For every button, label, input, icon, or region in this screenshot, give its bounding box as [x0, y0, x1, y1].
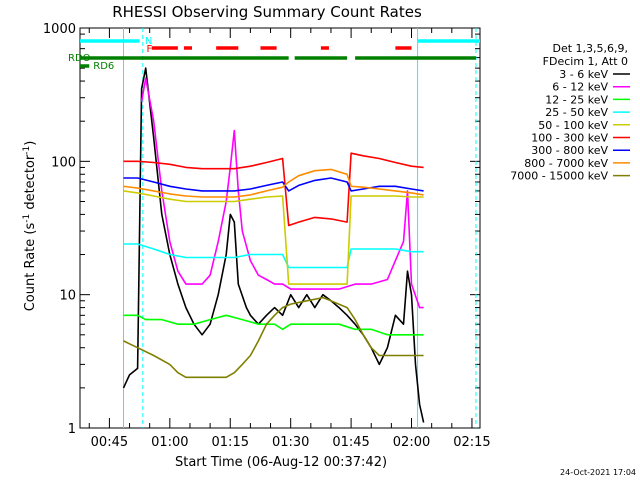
y-axis-label: Count Rate (s-1 detector-1): [22, 141, 38, 312]
chart-title: RHESSI Observing Summary Count Rates: [112, 3, 422, 21]
x-tick-label: 01:45: [332, 435, 369, 450]
rd6-bar-label: RD6: [93, 61, 114, 72]
y-tick-label: 1: [68, 422, 76, 437]
series-line-1: [140, 77, 424, 309]
x-axis-label: Start Time (06-Aug-12 00:37:42): [175, 455, 387, 470]
legend-header-2: FDecim 1, Att 0: [543, 55, 628, 68]
legend-label-2: 12 - 25 keV: [545, 93, 608, 106]
legend-label-4: 50 - 100 keV: [538, 119, 608, 132]
legend-label-8: 7000 - 15000 keV: [510, 170, 608, 183]
plot-frame: [79, 27, 481, 429]
legend-label-6: 300 - 800 keV: [531, 144, 608, 157]
y-tick-label: 1000: [43, 22, 76, 37]
series-line-2: [123, 314, 424, 336]
series-line-8: [123, 296, 424, 379]
legend-label-7: 800 - 7000 keV: [524, 157, 608, 170]
legend-label-1: 6 - 12 keV: [552, 81, 608, 94]
legend-header-1: Det 1,3,5,6,9,: [552, 42, 628, 55]
flare-bar-label: F: [146, 44, 152, 55]
series-line-4: [123, 190, 424, 285]
series-line-0: [122, 67, 425, 423]
legend-label-5: 100 - 300 keV: [531, 132, 608, 145]
footer-timestamp: 24-Oct-2021 17:04: [560, 468, 636, 477]
axes: 1 10 100 1000 00:45 01:00 01:15 01:30 01:45 02:00…: [43, 22, 491, 450]
night-bar-label: N: [145, 36, 152, 47]
x-tick-label: 02:15: [453, 435, 490, 450]
series-line-5: [123, 152, 424, 227]
x-tick-label: 01:00: [151, 435, 188, 450]
x-tick-label: 00:45: [91, 435, 128, 450]
x-tick-label: 02:00: [393, 435, 430, 450]
series-line-7: [123, 168, 424, 198]
x-tick-label: 01:15: [212, 435, 249, 450]
y-tick-label: 100: [51, 155, 76, 170]
legend-label-3: 25 - 50 keV: [545, 106, 608, 119]
series-line-3: [123, 243, 424, 269]
y-tick-label: 10: [59, 289, 76, 304]
rdo-bar-label: RDO: [68, 53, 91, 64]
series-layer: [122, 67, 425, 423]
x-tick-label: 01:30: [272, 435, 309, 450]
legend-label-0: 3 - 6 keV: [559, 68, 608, 81]
